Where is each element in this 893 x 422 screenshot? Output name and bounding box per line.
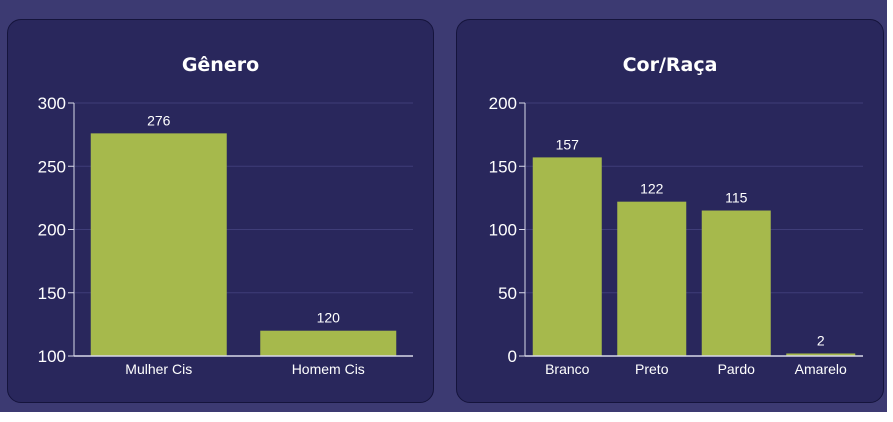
y-tick-label: 150 <box>38 284 66 303</box>
panel-cor-raca: Cor/Raça 0 50 100 150 200 157 Branco 122 Preto 11… <box>456 19 884 403</box>
x-tick-label: Mulher Cis <box>125 361 192 377</box>
data-label: 157 <box>556 136 580 152</box>
data-label: 122 <box>640 181 664 197</box>
bar <box>532 157 602 356</box>
y-tick-label: 150 <box>489 157 517 176</box>
dashboard-frame: Gênero 100 150 200 250 300 276 Mulher Cis 120 Ho… <box>0 0 887 412</box>
y-tick-label: 300 <box>38 94 66 113</box>
bar <box>786 353 856 356</box>
bar-chart-cor-raca: 0 50 100 150 200 157 Branco 122 Preto 115 Pardo 2 Am… <box>489 94 863 377</box>
data-label: 2 <box>817 332 825 348</box>
bar <box>701 210 771 356</box>
data-label: 115 <box>725 190 748 206</box>
panel-genero: Gênero 100 150 200 250 300 276 Mulher Cis 120 Ho… <box>7 19 434 403</box>
bar <box>617 201 687 356</box>
chart-title: Gênero <box>181 54 260 76</box>
bar <box>90 133 227 356</box>
x-tick-label: Pardo <box>718 361 756 377</box>
y-tick-label: 200 <box>489 94 517 113</box>
y-tick-label: 0 <box>508 347 517 366</box>
data-label: 120 <box>317 310 341 326</box>
y-tick-label: 250 <box>38 157 66 176</box>
data-label: 276 <box>147 112 171 128</box>
bar <box>260 330 397 356</box>
x-tick-label: Preto <box>635 361 669 377</box>
y-tick-label: 100 <box>489 221 517 240</box>
y-tick-label: 100 <box>38 347 66 366</box>
x-tick-label: Amarelo <box>795 361 847 377</box>
y-tick-label: 50 <box>498 284 517 303</box>
chart-title: Cor/Raça <box>622 54 718 76</box>
x-tick-label: Branco <box>545 361 590 377</box>
y-tick-label: 200 <box>38 221 66 240</box>
bar-chart-genero: 100 150 200 250 300 276 Mulher Cis 120 Homem Cis <box>38 94 413 377</box>
x-tick-label: Homem Cis <box>292 361 365 377</box>
